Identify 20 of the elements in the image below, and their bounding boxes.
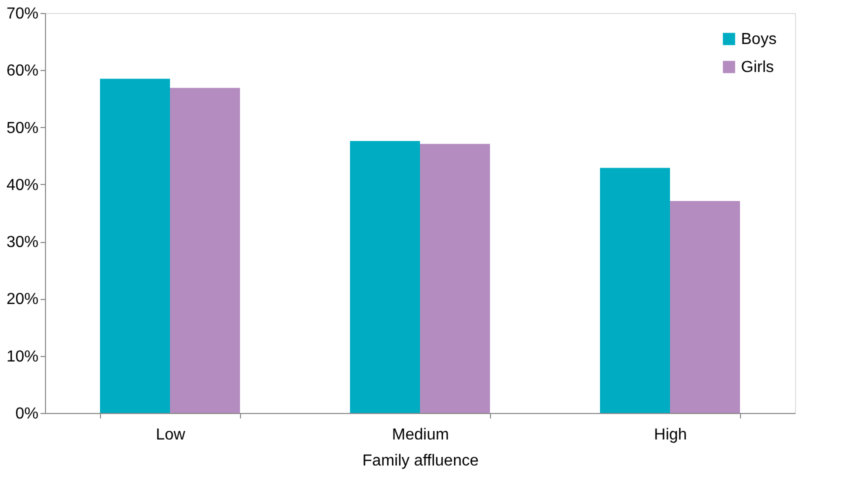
x-tick-label: Low	[156, 426, 186, 444]
y-tick-label: 60%	[6, 62, 38, 80]
bar	[350, 141, 420, 413]
x-axis-title: Family affluence	[362, 452, 479, 470]
y-tick-label: 50%	[6, 120, 38, 137]
y-tick-label: 30%	[6, 234, 38, 252]
y-tick-label: 10%	[6, 348, 38, 366]
bar	[670, 201, 740, 413]
x-tick-label: High	[654, 426, 687, 444]
bar	[420, 144, 490, 413]
y-tick-label: 70%	[6, 6, 38, 22]
y-tick-label: 20%	[6, 291, 38, 308]
legend-label: Girls	[741, 59, 774, 76]
y-tick-label: 40%	[6, 176, 38, 194]
bar	[600, 168, 670, 413]
bar	[100, 78, 170, 413]
y-tick-label: 0%	[15, 406, 38, 422]
bar	[170, 88, 240, 413]
legend-label: Boys	[741, 31, 777, 48]
x-tick-label: Medium	[392, 426, 449, 444]
